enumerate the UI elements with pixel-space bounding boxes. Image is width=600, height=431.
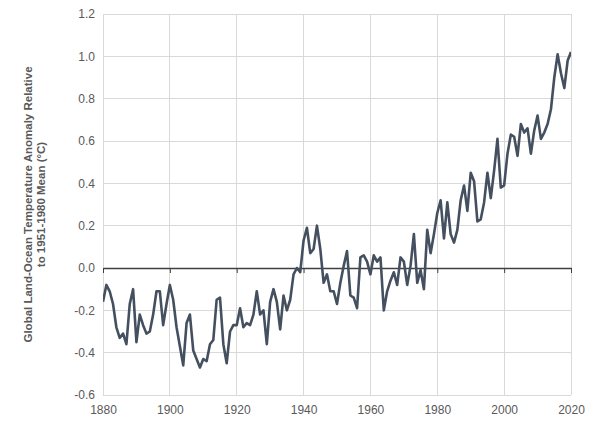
y-tick: 0.8 (78, 92, 103, 106)
y-axis-title-line: Global Land-Ocean Temperature Anomaly Re… (22, 66, 34, 342)
grid-line (103, 14, 571, 15)
y-axis-title: Global Land-Ocean Temperature Anomaly Re… (22, 66, 47, 342)
y-tick-label: -0.6 (74, 388, 95, 402)
grid-line (103, 141, 571, 142)
grid-line (370, 14, 371, 395)
x-tick-mark (170, 268, 171, 273)
y-tick: -0.6 (74, 388, 103, 402)
y-axis-line (103, 15, 104, 396)
y-tick-label: 0.6 (78, 134, 95, 148)
grid-line (103, 225, 571, 226)
plot: -0.6 -0.4 -0.2 0.0 0.2 0.4 0.6 0.8 1.0 1.2 1880 190… (74, 7, 585, 416)
series-line (103, 52, 571, 367)
grid-line (103, 14, 104, 395)
grid-line (437, 14, 438, 395)
y-tick: 0.2 (78, 219, 103, 233)
x-axis-line (104, 268, 572, 269)
y-tick: 0.4 (78, 177, 103, 191)
y-tick-label: 0.2 (78, 219, 95, 233)
x-tick-mark (103, 268, 104, 273)
grid-line (303, 14, 304, 395)
x-tick-mark (304, 268, 305, 273)
x-axis: 1880 1900 1920 1940 1960 1980 2000 2020 (90, 268, 585, 417)
grid-line (103, 395, 571, 396)
x-tick-label: 2000 (491, 403, 518, 417)
x-tick: 2000 (491, 268, 518, 417)
y-tick: -0.4 (74, 346, 103, 360)
x-tick-label: 1960 (358, 403, 385, 417)
y-tick-label: -0.4 (74, 346, 95, 360)
x-tick-label: 1900 (157, 403, 184, 417)
x-tick: 1980 (424, 268, 451, 417)
grid-line (571, 14, 572, 395)
grid-line (169, 14, 170, 395)
x-tick-mark (237, 268, 238, 273)
x-tick: 1940 (291, 268, 318, 417)
y-axis: -0.6 -0.4 -0.2 0.0 0.2 0.4 0.6 0.8 1.0 1.2 (74, 7, 103, 402)
y-tick-label: 0.4 (78, 177, 95, 191)
chart: -0.6 -0.4 -0.2 0.0 0.2 0.4 0.6 0.8 1.0 1.2 1880 190… (0, 0, 600, 431)
grid-line (103, 56, 571, 57)
x-tick-label: 1880 (90, 403, 117, 417)
grid (103, 14, 571, 395)
y-tick-label: 1.2 (78, 7, 95, 21)
x-tick-label: 2020 (558, 403, 585, 417)
grid-line (236, 14, 237, 395)
series-group (103, 52, 571, 367)
y-tick-label: -0.2 (74, 304, 95, 318)
y-tick-label: 1.0 (78, 50, 95, 64)
grid-line (103, 268, 571, 269)
grid-line (103, 352, 571, 353)
y-tick-label: 0.0 (78, 261, 95, 275)
x-tick-mark (571, 268, 572, 273)
y-tick: -0.2 (74, 304, 103, 318)
x-tick-label: 1940 (291, 403, 318, 417)
x-tick: 1880 (90, 268, 117, 417)
y-tick: 0.0 (78, 261, 103, 275)
y-axis-title-line: to 1951-1980 Mean (°C) (35, 142, 47, 268)
x-tick: 1960 (358, 268, 385, 417)
grid-line (103, 98, 571, 99)
x-tick-mark (504, 268, 505, 273)
y-tick: 0.6 (78, 134, 103, 148)
grid-line (504, 14, 505, 395)
x-tick-label: 1980 (424, 403, 451, 417)
y-tick-label: 0.8 (78, 92, 95, 106)
x-tick-label: 1920 (224, 403, 251, 417)
y-tick: 1.0 (78, 50, 103, 64)
x-tick: 2020 (558, 268, 585, 417)
y-tick: 1.2 (78, 7, 103, 21)
x-tick-mark (437, 268, 438, 273)
